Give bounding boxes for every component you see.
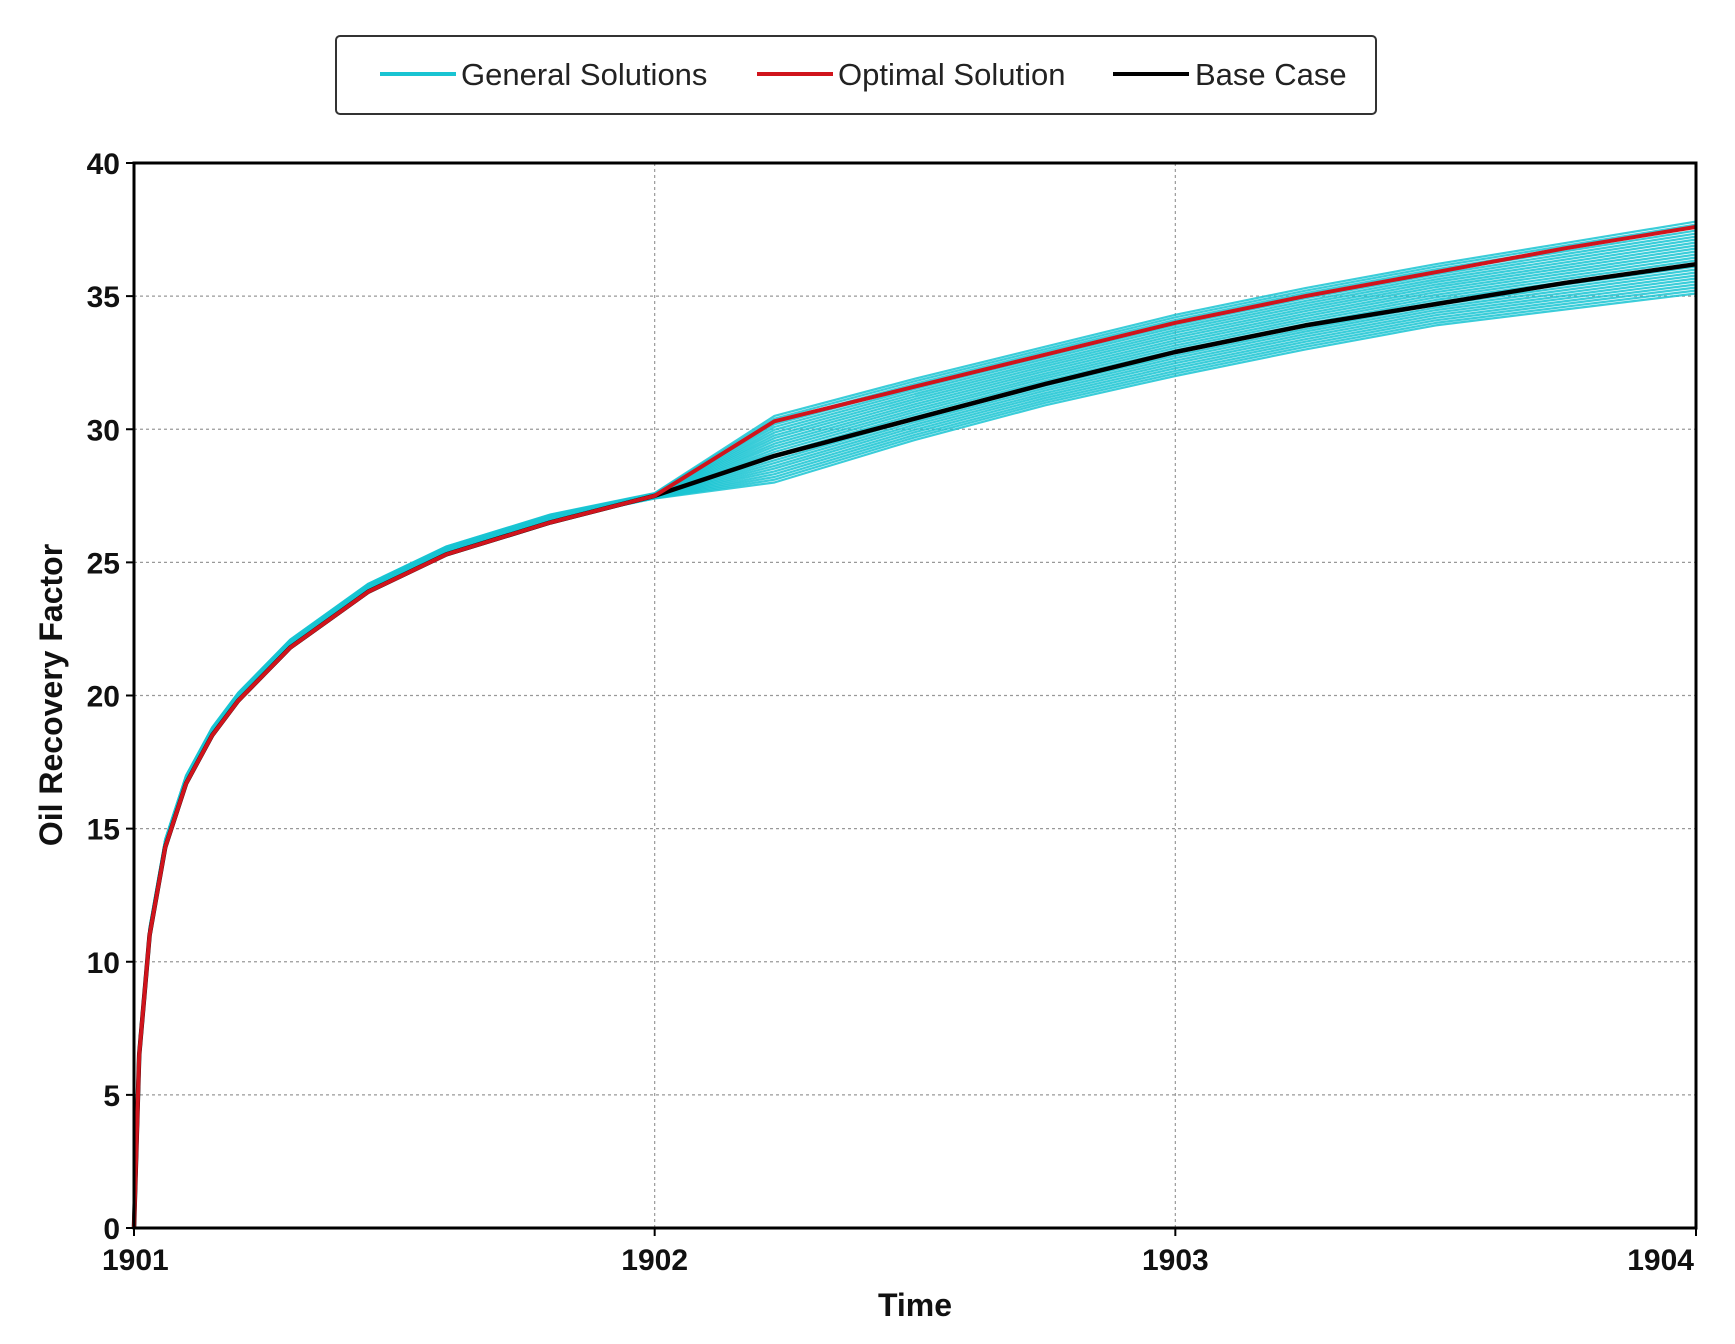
legend-label-general-solutions: General Solutions [461, 57, 707, 92]
y-tick-label: 10 [87, 947, 120, 980]
y-tick-label: 15 [87, 814, 120, 847]
legend-label-optimal-solution: Optimal Solution [838, 57, 1065, 92]
y-tick-label: 35 [87, 281, 120, 314]
optimal-solution-line [132, 224, 1697, 1229]
y-tick-label: 5 [103, 1080, 120, 1113]
x-axis-title: Time [878, 1287, 952, 1323]
x-tick-label: 1903 [1142, 1244, 1209, 1277]
general-solution-line [132, 220, 1697, 1229]
general-solution-line [132, 223, 1697, 1229]
x-tick-label: 1902 [621, 1244, 688, 1277]
legend: General Solutions Optimal Solution Base … [335, 35, 1377, 115]
y-tick-label: 30 [87, 414, 120, 447]
y-tick-label: 20 [87, 681, 120, 714]
legend-box [335, 35, 1377, 115]
x-tick-label: 1901 [102, 1244, 169, 1277]
y-axis-title: Oil Recovery Factor [33, 544, 69, 846]
legend-label-base-case: Base Case [1195, 57, 1347, 92]
y-tick-label: 0 [103, 1213, 120, 1246]
series-layer [131, 220, 1697, 1229]
x-tick-label: 1904 [1627, 1244, 1694, 1277]
y-tick-label: 25 [87, 547, 120, 580]
ticks: 0 5 10 15 20 25 30 35 40 1901 1902 1903 1904 [87, 148, 1697, 1277]
y-tick-label: 40 [87, 148, 120, 181]
plot-area: 0 5 10 15 20 25 30 35 40 1901 1902 1903 1904 [87, 148, 1698, 1277]
